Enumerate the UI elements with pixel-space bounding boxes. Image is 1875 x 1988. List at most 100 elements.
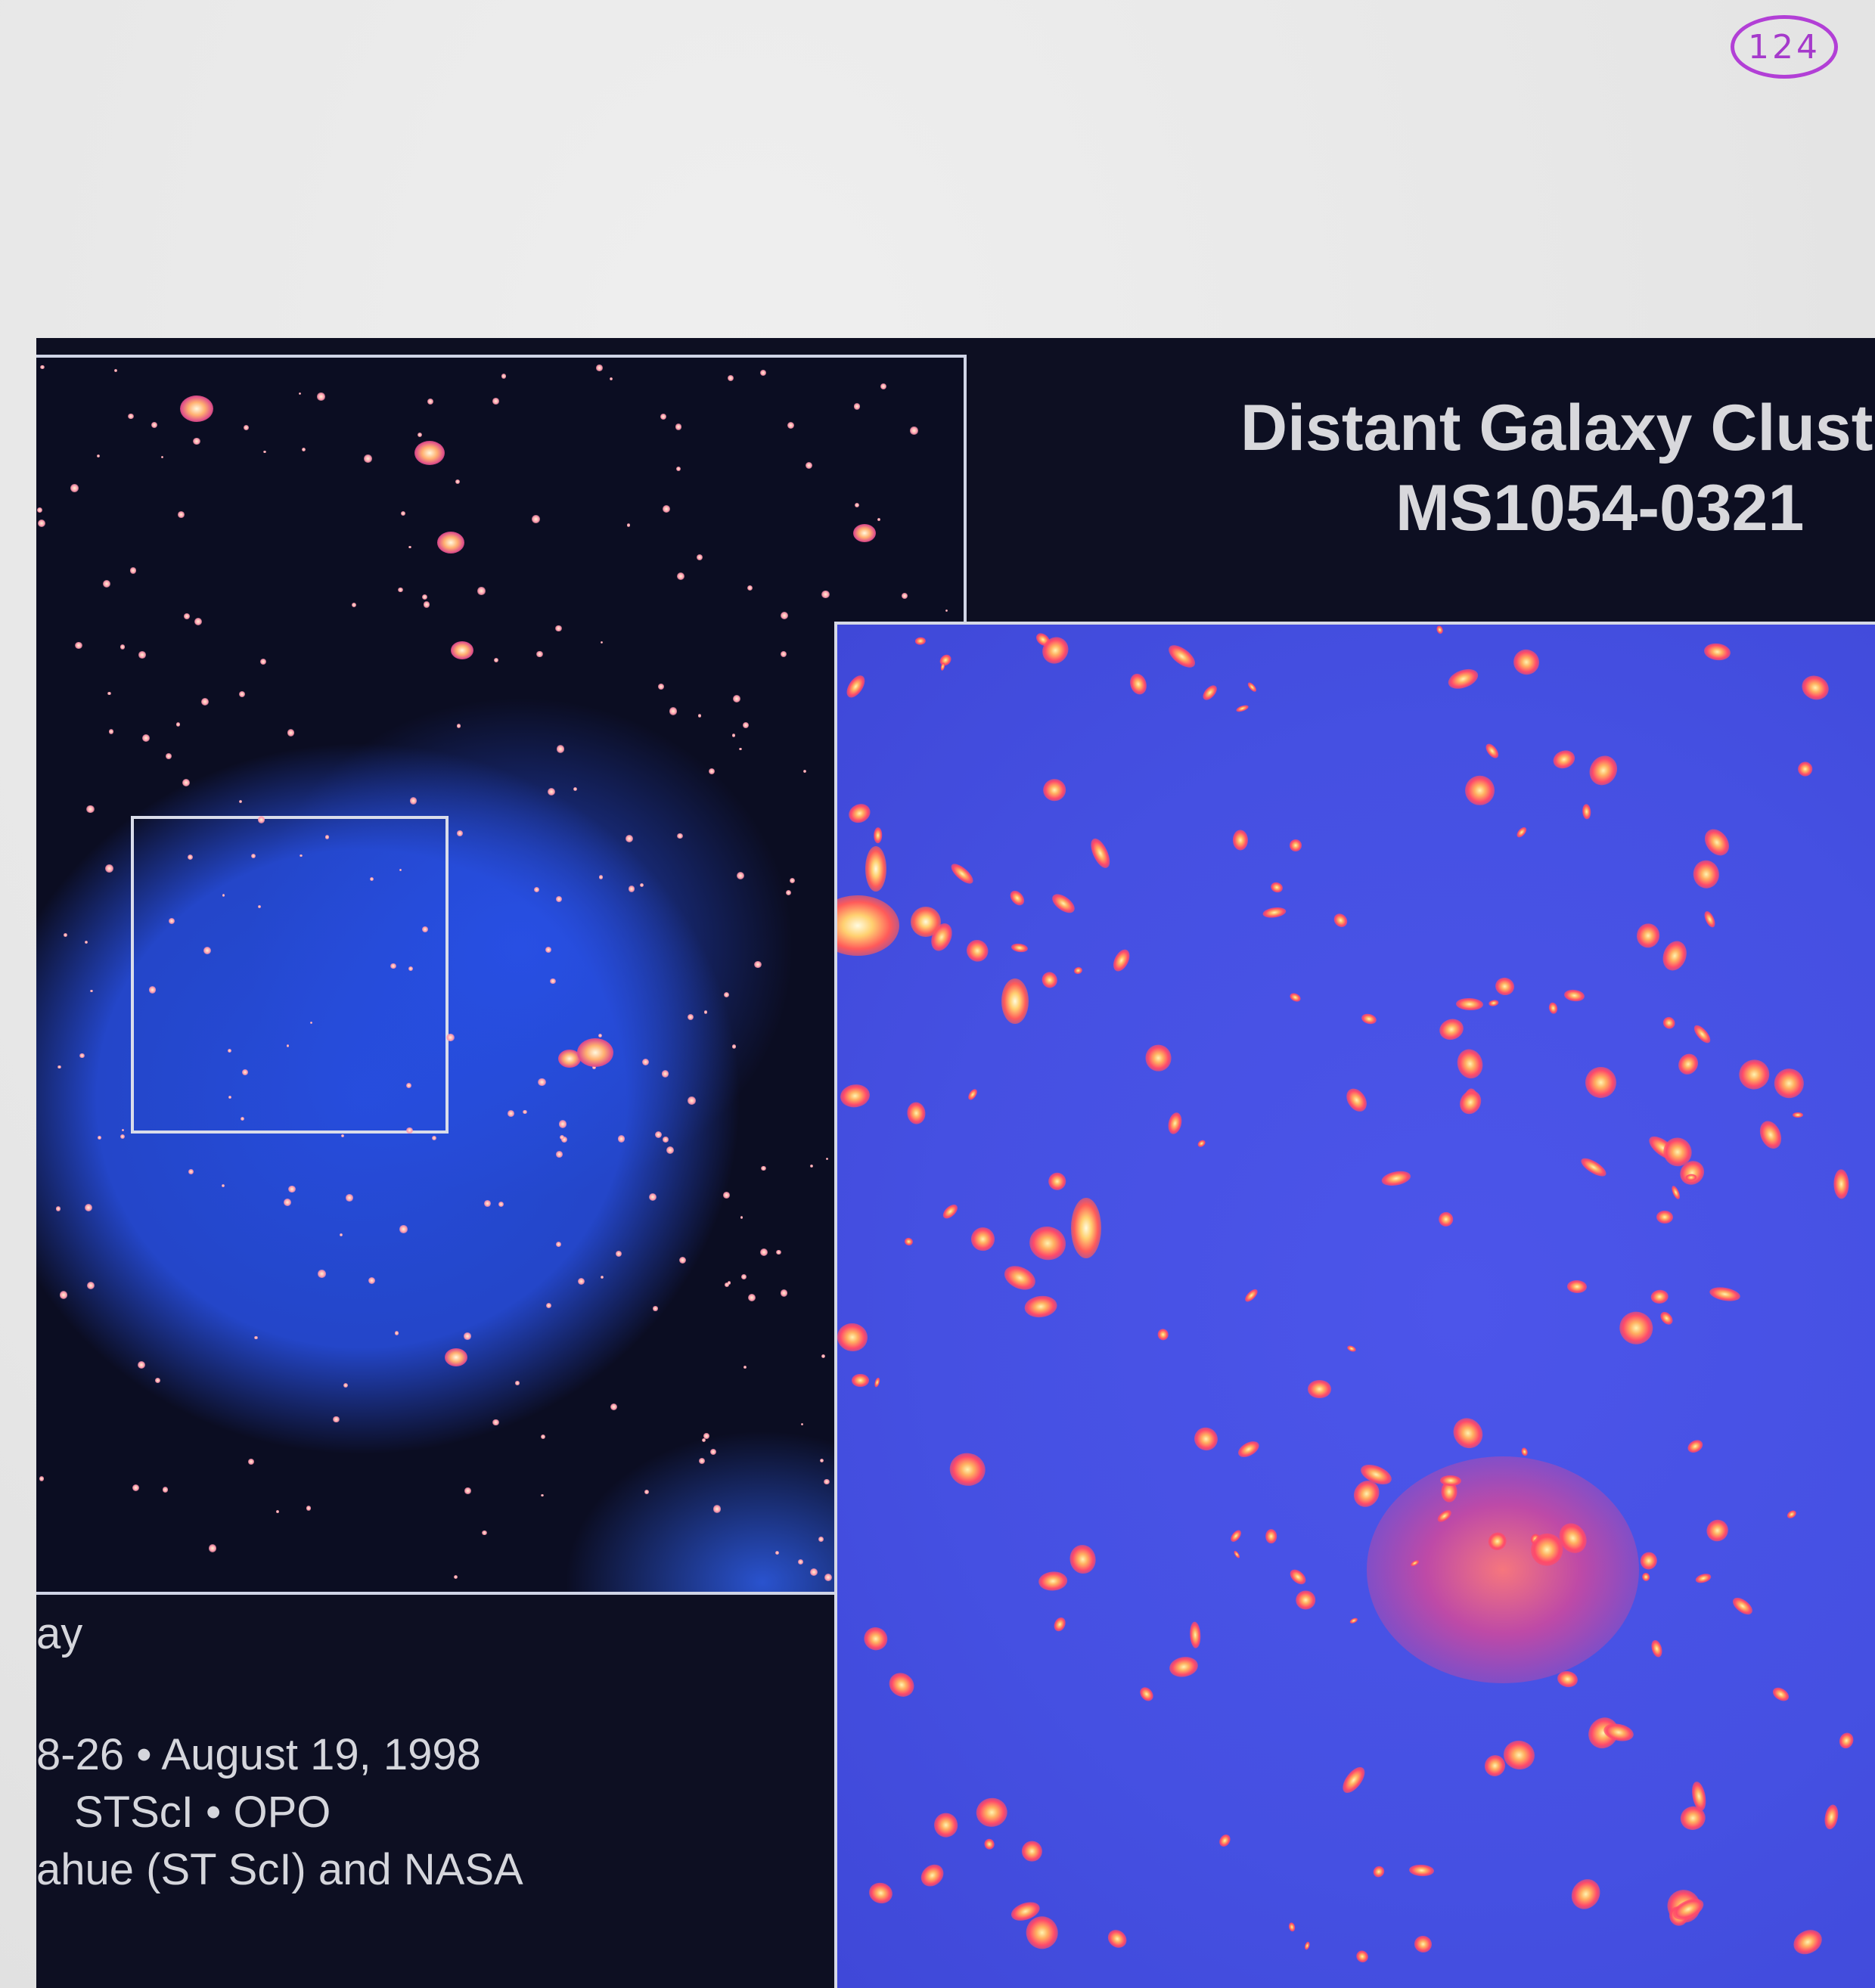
cluster-galaxy — [1730, 1594, 1755, 1618]
cluster-galaxy — [1190, 1422, 1222, 1455]
star — [709, 768, 716, 774]
cluster-galaxy — [1520, 1447, 1529, 1457]
star — [368, 1277, 375, 1285]
star — [37, 519, 45, 527]
title-line-1: Distant Galaxy Clust — [1240, 392, 1873, 464]
star — [676, 572, 685, 581]
star — [120, 1134, 125, 1140]
star — [369, 876, 374, 882]
star — [821, 1354, 825, 1358]
cluster-galaxy — [1068, 1543, 1098, 1575]
star — [194, 617, 203, 625]
credit-institution: STScI • OPO — [74, 1788, 331, 1837]
bright-cluster-galaxy — [837, 895, 899, 956]
star — [97, 1136, 101, 1140]
cluster-galaxy — [1702, 1515, 1733, 1546]
star — [596, 364, 603, 371]
star — [641, 1058, 650, 1066]
cluster-galaxy — [1048, 890, 1079, 916]
star — [775, 1249, 781, 1255]
cluster-galaxy — [1548, 1001, 1559, 1015]
cluster-galaxy — [1026, 1223, 1069, 1264]
cluster-galaxy — [1795, 759, 1816, 780]
star — [482, 1530, 487, 1536]
star — [324, 834, 330, 839]
cluster-galaxy — [1708, 1285, 1742, 1304]
star — [431, 1135, 436, 1140]
star — [902, 593, 908, 599]
cluster-galaxy — [1289, 839, 1302, 851]
star — [341, 1134, 345, 1137]
star — [178, 510, 185, 518]
cluster-zoom-image — [834, 622, 1875, 1988]
cluster-galaxy — [1020, 1840, 1044, 1864]
cluster-galaxy — [1039, 969, 1060, 990]
star — [809, 1164, 814, 1168]
cluster-galaxy — [1000, 1261, 1039, 1295]
cluster-galaxy — [1045, 1168, 1069, 1194]
cluster-galaxy — [1137, 1684, 1156, 1704]
page-number-text: 124 — [1748, 27, 1821, 67]
star — [408, 545, 411, 549]
star — [610, 1403, 618, 1411]
star — [343, 1383, 348, 1388]
cluster-galaxy — [1233, 1549, 1241, 1559]
star — [819, 1458, 824, 1463]
cluster-galaxy — [1361, 1013, 1378, 1026]
star — [175, 722, 181, 727]
star — [109, 729, 114, 734]
star — [445, 1033, 455, 1042]
star — [531, 515, 540, 524]
cluster-galaxy — [1288, 991, 1302, 1003]
star — [559, 1134, 565, 1140]
cluster-galaxy — [1371, 1864, 1387, 1881]
star — [193, 438, 200, 445]
star — [826, 1157, 829, 1160]
cluster-galaxy — [1038, 1570, 1069, 1592]
star — [644, 1490, 649, 1495]
star — [781, 612, 789, 619]
star — [254, 1335, 258, 1340]
star — [855, 502, 860, 507]
star — [138, 651, 146, 659]
cluster-galaxy — [1435, 625, 1445, 636]
star — [188, 1169, 194, 1174]
page-number-stamp: 124 — [1731, 15, 1838, 79]
star — [79, 1053, 85, 1058]
star — [648, 1192, 657, 1201]
star — [663, 1137, 669, 1143]
star — [573, 786, 578, 791]
star — [352, 603, 356, 608]
bright-galaxy — [853, 524, 876, 542]
star — [113, 369, 117, 373]
star — [394, 1331, 399, 1336]
star — [463, 1332, 471, 1340]
star — [663, 505, 670, 513]
star — [533, 886, 539, 892]
star — [151, 421, 157, 428]
star — [284, 1199, 292, 1207]
cluster-galaxy — [1798, 671, 1833, 705]
star — [248, 1459, 254, 1465]
cluster-galaxy — [1510, 645, 1544, 679]
star — [417, 433, 423, 438]
cluster-galaxy — [967, 1224, 999, 1255]
cluster-galaxy — [1674, 1050, 1702, 1078]
star — [654, 1130, 662, 1139]
star — [675, 423, 682, 430]
cluster-galaxy — [1634, 922, 1662, 950]
cluster-galaxy — [1793, 1112, 1803, 1118]
cluster-galaxy — [1660, 1014, 1678, 1031]
cluster-galaxy — [1641, 1571, 1651, 1582]
star — [669, 707, 678, 716]
cluster-galaxy — [1447, 1412, 1489, 1454]
cluster-galaxy — [1265, 1529, 1277, 1544]
star — [687, 1096, 696, 1106]
star — [601, 1275, 604, 1279]
cluster-galaxy — [904, 1236, 914, 1247]
cluster-galaxy — [1042, 778, 1067, 802]
star — [454, 1575, 458, 1580]
star — [736, 871, 745, 880]
star — [666, 1146, 675, 1155]
cluster-galaxy — [916, 1859, 948, 1891]
